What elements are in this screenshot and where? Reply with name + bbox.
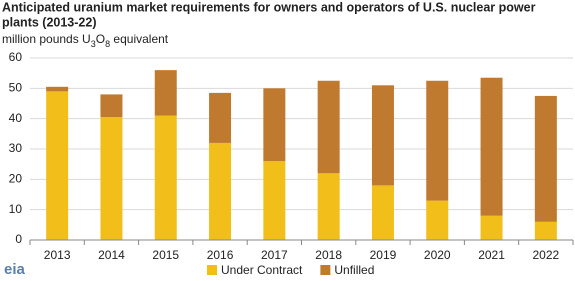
bar-segment bbox=[534, 95, 557, 222]
legend-swatch bbox=[320, 265, 331, 275]
bar-segment bbox=[154, 115, 177, 240]
bar-segment bbox=[154, 70, 177, 116]
x-tick-label: 2022 bbox=[532, 248, 559, 262]
y-tick-label: 20 bbox=[9, 172, 23, 186]
x-tick-label: 2017 bbox=[261, 248, 288, 262]
y-tick-label: 60 bbox=[9, 50, 23, 64]
x-tick-label: 2019 bbox=[370, 248, 397, 262]
bar-segment bbox=[534, 221, 557, 240]
x-tick-label: 2014 bbox=[98, 248, 125, 262]
x-tick-label: 2020 bbox=[424, 248, 451, 262]
bar-segment bbox=[480, 77, 503, 216]
chart-title: Anticipated uranium market requirements … bbox=[2, 0, 536, 14]
chart-subtitle: million pounds U3O8 equivalent bbox=[2, 32, 169, 49]
x-tick-label: 2016 bbox=[207, 248, 234, 262]
bar-segment bbox=[371, 185, 394, 240]
bar-segment bbox=[317, 173, 340, 240]
x-tick-label: 2018 bbox=[315, 248, 342, 262]
bar-segment bbox=[100, 94, 123, 118]
x-tick-label: 2021 bbox=[478, 248, 505, 262]
bar-segment bbox=[263, 88, 286, 162]
y-tick-label: 40 bbox=[9, 111, 23, 125]
y-tick-label: 30 bbox=[9, 141, 23, 155]
bar-segment bbox=[263, 161, 286, 240]
legend-label: Unfilled bbox=[334, 263, 374, 277]
bar-segment bbox=[371, 85, 394, 186]
bar-segment bbox=[100, 117, 123, 240]
bar-segment bbox=[46, 91, 69, 240]
logo: eia bbox=[4, 261, 26, 278]
y-tick-label: 0 bbox=[15, 232, 22, 246]
bar-segment bbox=[426, 200, 449, 240]
bar-segment bbox=[46, 86, 69, 92]
legend-label: Under Contract bbox=[221, 263, 303, 277]
bar-segment bbox=[480, 215, 503, 240]
y-tick-label: 10 bbox=[9, 202, 23, 216]
bar-segment bbox=[426, 80, 449, 201]
bar-segment bbox=[209, 92, 232, 143]
bar-segment bbox=[209, 142, 232, 240]
legend-swatch bbox=[207, 265, 217, 275]
bar-segment bbox=[317, 80, 340, 174]
x-tick-label: 2015 bbox=[152, 248, 179, 262]
y-tick-label: 50 bbox=[9, 81, 23, 95]
x-tick-label: 2013 bbox=[44, 248, 71, 262]
chart-title: plants (2013-22) bbox=[2, 15, 96, 29]
